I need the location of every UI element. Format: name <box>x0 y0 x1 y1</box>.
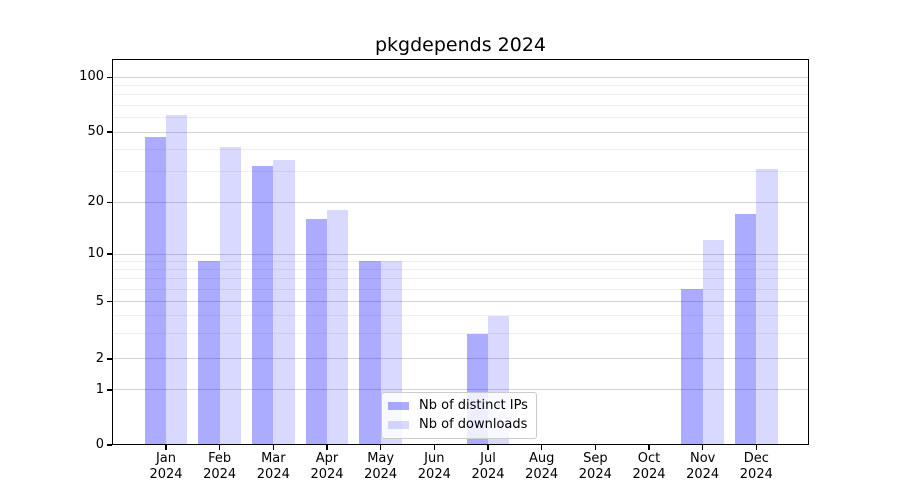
legend-entry-downloads: Nb of downloads <box>388 418 528 432</box>
legend-label-downloads: Nb of downloads <box>419 417 528 432</box>
gridline-minor <box>112 105 809 107</box>
gridline-minor <box>112 260 809 262</box>
x-tick-mark <box>165 445 167 450</box>
y-tick-mark <box>107 389 112 391</box>
y-tick-mark <box>107 358 112 360</box>
x-tick-label: Mar 2024 <box>256 451 290 482</box>
legend-entry-distinct-ips: Nb of distinct IPs <box>388 399 528 413</box>
gridline-minor <box>112 332 809 334</box>
x-tick-label: Oct 2024 <box>632 451 666 482</box>
x-tick-label: Jan 2024 <box>149 451 183 482</box>
x-tick-mark <box>433 445 436 450</box>
gridline-major <box>112 253 809 255</box>
bar-downloads <box>273 159 295 445</box>
x-tick-mark <box>272 445 275 450</box>
x-tick-mark <box>540 445 543 450</box>
gridline-major <box>112 201 809 203</box>
x-tick-mark <box>487 445 489 450</box>
bar-distinct-ips <box>681 289 703 445</box>
gridline-minor <box>112 170 809 172</box>
gridline-major <box>112 131 809 133</box>
legend-label-distinct-ips: Nb of distinct IPs <box>419 398 528 413</box>
gridline-minor <box>112 288 809 290</box>
x-tick-label: Dec 2024 <box>739 451 773 482</box>
bar-distinct-ips <box>305 219 327 445</box>
x-tick-label: Jul 2024 <box>471 451 505 482</box>
y-tick-label: 5 <box>95 293 104 309</box>
y-tick-label: 100 <box>79 69 104 85</box>
gridline-minor <box>112 94 809 96</box>
gridline-minor <box>112 148 809 150</box>
x-tick-label: Aug 2024 <box>525 451 559 482</box>
x-tick-mark <box>755 445 758 450</box>
gridline-minor <box>112 315 809 317</box>
x-tick-mark <box>648 445 650 450</box>
y-tick-mark <box>107 76 112 79</box>
x-tick-label: Nov 2024 <box>686 451 720 482</box>
legend-swatch-distinct-ips <box>388 401 409 411</box>
gridline-major <box>112 76 809 78</box>
y-tick-label: 1 <box>95 381 104 397</box>
y-tick-mark <box>107 253 112 255</box>
y-tick-mark <box>107 300 112 303</box>
bar-downloads <box>327 210 349 445</box>
gridline-major <box>112 301 809 303</box>
x-tick-label: Jun 2024 <box>417 451 451 482</box>
x-tick-label: Sep 2024 <box>578 451 612 482</box>
bar-downloads <box>702 240 724 445</box>
bar-distinct-ips <box>359 261 381 445</box>
x-tick-mark <box>326 445 328 450</box>
bar-distinct-ips <box>252 166 274 445</box>
gridline-minor <box>112 85 809 87</box>
chart-title: pkgdepends 2024 <box>374 34 547 56</box>
bar-distinct-ips <box>735 214 757 445</box>
y-tick-label: 0 <box>95 437 104 452</box>
x-tick-mark <box>379 445 382 450</box>
gridline-minor <box>112 117 809 119</box>
legend-swatch-downloads <box>388 420 409 430</box>
y-tick-label: 20 <box>87 194 104 210</box>
bar-downloads <box>756 168 778 445</box>
x-tick-mark <box>701 445 704 450</box>
x-tick-mark <box>218 445 221 450</box>
gridline-minor <box>112 268 809 270</box>
y-tick-label: 50 <box>87 124 104 140</box>
bar-downloads <box>219 147 241 445</box>
legend: Nb of distinct IPs Nb of downloads <box>381 392 537 439</box>
bar-distinct-ips <box>144 136 166 445</box>
y-tick-label: 10 <box>87 246 104 261</box>
y-tick-mark <box>107 131 112 133</box>
y-tick-mark <box>107 201 112 204</box>
bar-distinct-ips <box>198 261 220 445</box>
plot-area <box>112 59 809 445</box>
gridline-minor <box>112 278 809 280</box>
y-tick-mark <box>107 444 112 446</box>
y-tick-label: 2 <box>95 350 104 366</box>
gridline-major <box>112 358 809 360</box>
x-tick-label: Feb 2024 <box>203 451 237 482</box>
x-tick-label: Apr 2024 <box>310 451 344 482</box>
bar-downloads <box>166 115 188 445</box>
x-tick-mark <box>594 445 597 450</box>
x-tick-label: May 2024 <box>364 451 398 482</box>
gridline-major <box>112 389 809 391</box>
